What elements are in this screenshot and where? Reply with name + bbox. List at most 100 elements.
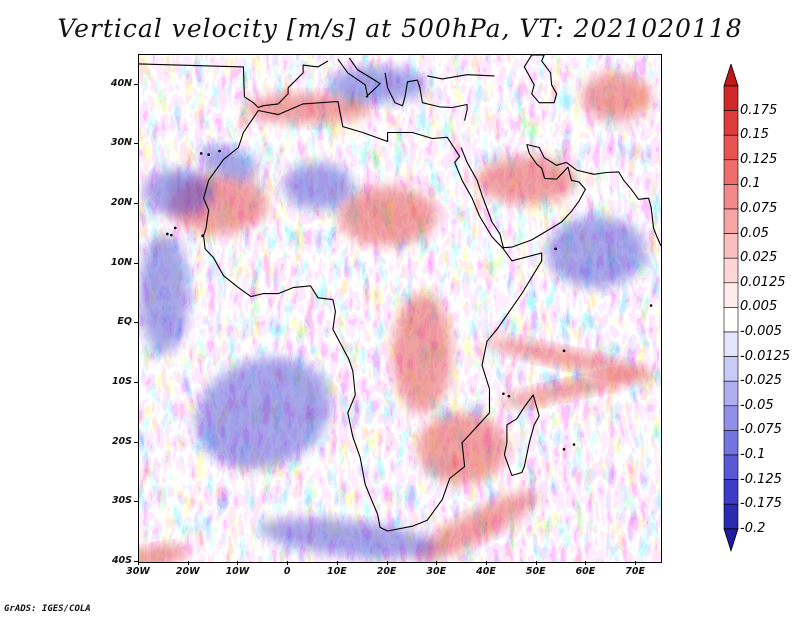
colorbar-label: 0.005 (740, 299, 778, 315)
upward-motion-band (483, 338, 660, 381)
y-tick (134, 143, 138, 145)
colorbar-label: 0.0125 (740, 274, 786, 290)
y-tick (134, 203, 138, 205)
colorbar-segment (723, 208, 739, 234)
island-marker (201, 234, 204, 238)
upward-motion-band (477, 156, 577, 205)
colorbar-label: -0.1 (740, 447, 766, 462)
downward-motion-band (283, 162, 353, 211)
x-tick (336, 561, 338, 565)
europe-coastline (139, 60, 329, 109)
colorbar-segment (723, 233, 739, 259)
colorbar-label: 0.1 (740, 176, 761, 192)
upward-motion-band (337, 186, 438, 246)
colorbar-segment (723, 85, 739, 111)
field-layer (139, 55, 661, 562)
y-tick (134, 561, 138, 562)
field-texture (139, 55, 661, 562)
y-tick (134, 501, 138, 503)
upward-motion-band (415, 490, 539, 562)
upward-motion-band (498, 371, 645, 407)
island-marker (199, 152, 203, 155)
upward-motion-band (392, 293, 453, 413)
downward-motion-band (327, 66, 428, 103)
upward-motion-band (139, 544, 189, 562)
y-tick-label: 40N (110, 77, 132, 89)
island-marker (562, 349, 566, 353)
island-marker (507, 394, 511, 398)
map-title: Vertical velocity [m/s] at 500hPa, VT: 2… (57, 14, 743, 43)
colorbar-segment (723, 356, 739, 382)
colorbar-label: 0.025 (740, 250, 778, 266)
x-tick-label: 10E (326, 566, 347, 577)
greece-turkey-coastline (384, 72, 468, 121)
x-tick-label: 70E (625, 566, 645, 577)
island-marker (218, 149, 221, 153)
colorbar-bottom-arrow (723, 528, 739, 553)
y-tick-label: 30N (110, 137, 132, 149)
colorbar-segment (723, 331, 739, 357)
colorbar-label: -0.025 (740, 373, 782, 389)
colorbar-label: -0.05 (740, 397, 774, 413)
colorbar-segment (723, 184, 739, 210)
x-tick (386, 561, 388, 565)
upward-motion-band (581, 72, 652, 121)
x-tick-label: 30W (126, 566, 150, 577)
x-tick-label: 40E (476, 566, 496, 577)
x-tick-label: 30E (426, 566, 447, 577)
colorbar-segment (723, 454, 739, 480)
colorbar: 0.175 0.15 0.125 0.1 0.075 0.05 0.025 0.0125 0.0… (722, 62, 800, 568)
iran-coastline (526, 143, 661, 247)
colorbar-segment (723, 257, 739, 284)
x-tick (585, 561, 587, 565)
colorbar-segment (723, 479, 739, 505)
colorbar-label: 0.075 (740, 201, 778, 216)
x-tick-label: 0 (283, 566, 291, 577)
upward-motion-band (417, 412, 507, 485)
y-tick-label: 20N (110, 197, 132, 209)
island-marker (207, 153, 210, 156)
colorbar-label: -0.005 (740, 324, 782, 339)
x-tick (486, 561, 487, 565)
x-tick (237, 561, 239, 565)
black-sea-coastline (427, 74, 495, 80)
map-plot-area (138, 54, 662, 563)
x-tick (187, 561, 189, 565)
caspian-coastline (523, 55, 558, 104)
colorbar-label: -0.175 (740, 496, 782, 512)
coastline-layer (139, 55, 661, 532)
downward-motion-band (139, 233, 189, 354)
italy-coastline (337, 57, 381, 98)
y-tick-label: 10N (110, 256, 132, 268)
downward-motion-band (258, 518, 437, 559)
colorbar-label: 0.175 (740, 102, 778, 118)
y-tick-label: EQ (117, 316, 132, 328)
island-marker (572, 443, 576, 446)
colorbar-label: 0.05 (740, 225, 769, 241)
colorbar-segment (723, 307, 739, 333)
y-tick-label: 30S (111, 495, 132, 507)
colorbar-label: -0.0125 (740, 348, 791, 364)
downward-motion-band (143, 168, 214, 217)
colorbar-segment (723, 134, 739, 161)
y-tick-label: 20S (111, 435, 132, 447)
colorbar-label: -0.125 (740, 471, 782, 487)
x-tick-label: 20E (376, 566, 397, 577)
colorbar-top-arrow (723, 62, 739, 87)
colorbar-segment (723, 380, 739, 407)
colorbar-segment (723, 110, 739, 136)
island-marker (173, 226, 177, 230)
credit-text: GrADS: IGES/COLA (4, 604, 91, 614)
downward-motion-band (199, 145, 257, 180)
y-tick (134, 382, 138, 384)
y-tick-label: 10S (111, 376, 132, 388)
x-tick-label: 10W (225, 566, 250, 577)
y-tick (134, 441, 138, 443)
colorbar-label: 0.125 (740, 151, 778, 167)
downward-motion-band (195, 357, 332, 469)
colorbar-segment (723, 405, 739, 431)
vertical-velocity-map (139, 55, 661, 562)
island-marker (166, 232, 169, 236)
colorbar-label: -0.075 (740, 422, 782, 438)
x-tick (287, 561, 289, 565)
